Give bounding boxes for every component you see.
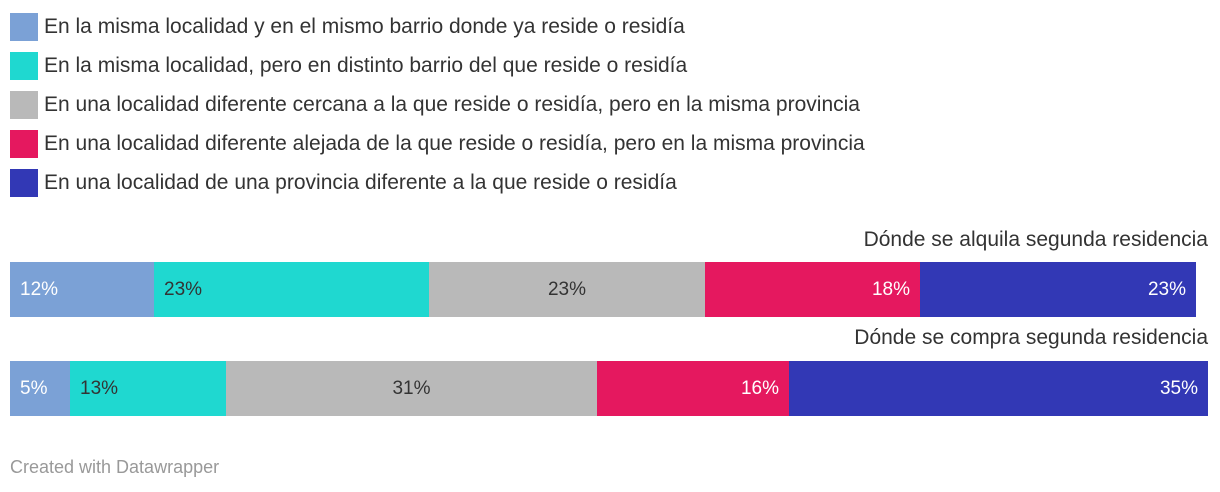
- footer-credit: Created with Datawrapper: [10, 457, 220, 477]
- data-label: 23%: [1147, 279, 1186, 300]
- stacked-bar-compra: 5% 13% 31% 16% 35%: [10, 361, 1208, 416]
- bar-segment: [226, 361, 597, 416]
- data-label: 18%: [871, 279, 910, 300]
- data-label: 13%: [80, 378, 119, 399]
- legend-label: En una localidad de una provincia difere…: [44, 170, 677, 194]
- data-label: 23%: [547, 279, 587, 300]
- bar-segment: [789, 361, 1208, 416]
- data-label: 31%: [392, 378, 431, 399]
- data-label: 23%: [164, 279, 203, 300]
- legend-label: En una localidad diferente cercana a la …: [44, 92, 860, 116]
- legend-swatch: [10, 129, 38, 158]
- bar-segment: [705, 262, 920, 317]
- data-label: 12%: [20, 279, 59, 300]
- row-title-compra: Dónde se compra segunda residencia: [854, 326, 1208, 349]
- bar-segment: [429, 262, 705, 317]
- legend-item: En una localidad diferente cercana a la …: [10, 85, 865, 124]
- stacked-bar-alquila: 12% 23% 23% 18% 23%: [10, 262, 1208, 317]
- legend-label: En la misma localidad, pero en distinto …: [44, 53, 688, 77]
- legend-item: En una localidad diferente alejada de la…: [10, 124, 865, 163]
- legend-item: En la misma localidad y en el mismo barr…: [10, 7, 865, 46]
- bar-segment: [154, 262, 429, 317]
- legend-label: En una localidad diferente alejada de la…: [44, 131, 865, 155]
- legend-swatch: [10, 90, 38, 119]
- row-title-alquila: Dónde se alquila segunda residencia: [863, 228, 1208, 251]
- legend-item: En una localidad de una provincia difere…: [10, 163, 865, 202]
- bar-segment: [597, 361, 789, 416]
- data-label: 16%: [740, 378, 779, 399]
- bar-segment: [70, 361, 226, 416]
- legend-label: En la misma localidad y en el mismo barr…: [44, 14, 685, 38]
- bar-segment: [920, 262, 1196, 317]
- legend-swatch: [10, 12, 38, 41]
- data-label: 5%: [20, 378, 48, 399]
- legend: En la misma localidad y en el mismo barr…: [10, 7, 865, 202]
- legend-swatch: [10, 168, 38, 197]
- bar-segment: [10, 262, 154, 317]
- data-label: 35%: [1159, 378, 1198, 399]
- bar-segment: [10, 361, 70, 416]
- legend-item: En la misma localidad, pero en distinto …: [10, 46, 865, 85]
- legend-swatch: [10, 51, 38, 80]
